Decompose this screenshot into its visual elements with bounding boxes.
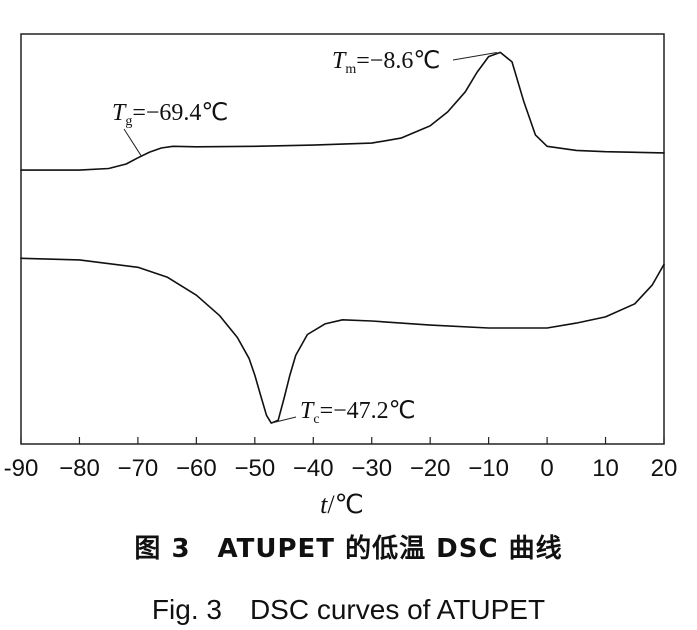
annotation-leader-g (123, 128, 142, 157)
x-tick-label: −10 (468, 455, 509, 482)
plot-frame (20, 33, 665, 445)
x-tick-label: −40 (293, 455, 334, 482)
x-tick-label: -90 (4, 455, 39, 482)
x-tick-label: −30 (351, 455, 392, 482)
annotation-var: T (300, 398, 315, 424)
dsc-curve-1 (20, 51, 665, 171)
annotation-value: =−47.2℃ (320, 398, 416, 424)
x-tick-label: 0 (540, 455, 553, 482)
figure-caption-chinese: 图 3 ATUPET 的低温 DSC 曲线 (134, 534, 563, 564)
annotation-leaders (123, 51, 497, 424)
x-axis-title-unit: /℃ (327, 490, 363, 519)
x-tick-label: −20 (410, 455, 451, 482)
dsc-curves (20, 51, 665, 424)
dsc-chart: -90 −80 −70 −60 −50 −40 −30 −20 −10 0 10 20 Tg=−69.… (4, 33, 678, 519)
x-tick-label: −80 (59, 455, 100, 482)
annotation-value: =−8.6℃ (356, 48, 440, 74)
x-axis-title-var: t (320, 490, 328, 519)
annotation-subscript: c (313, 412, 319, 427)
x-tick-label: 10 (592, 455, 619, 482)
x-axis-title: t/℃ (320, 490, 364, 519)
annotation-subscript: g (125, 114, 132, 129)
x-tick-label: −70 (118, 455, 159, 482)
x-tick-label: −50 (234, 455, 275, 482)
annotation-leader-m (452, 51, 497, 61)
annotation-tc: Tc=−47.2℃ (300, 398, 416, 427)
annotation-leader-c (271, 416, 297, 424)
annotation-tm: Tm=−8.6℃ (332, 48, 440, 77)
annotation-labels: Tg=−69.4℃Tm=−8.6℃Tc=−47.2℃ (112, 48, 440, 427)
x-tick-label: 20 (651, 455, 678, 482)
tick-labels: -90 −80 −70 −60 −50 −40 −30 −20 −10 0 10 20 (4, 455, 678, 482)
annotation-tg: Tg=−69.4℃ (112, 100, 228, 129)
x-tick-label: −60 (176, 455, 217, 482)
tick-marks (20, 437, 665, 444)
annotation-value: =−69.4℃ (132, 100, 228, 126)
annotation-var: T (112, 100, 127, 126)
annotation-subscript: m (345, 62, 356, 77)
dsc-curve-2 (20, 257, 665, 424)
annotation-var: T (332, 48, 347, 74)
figure-caption-english: Fig. 3 DSC curves of ATUPET (151, 594, 546, 625)
